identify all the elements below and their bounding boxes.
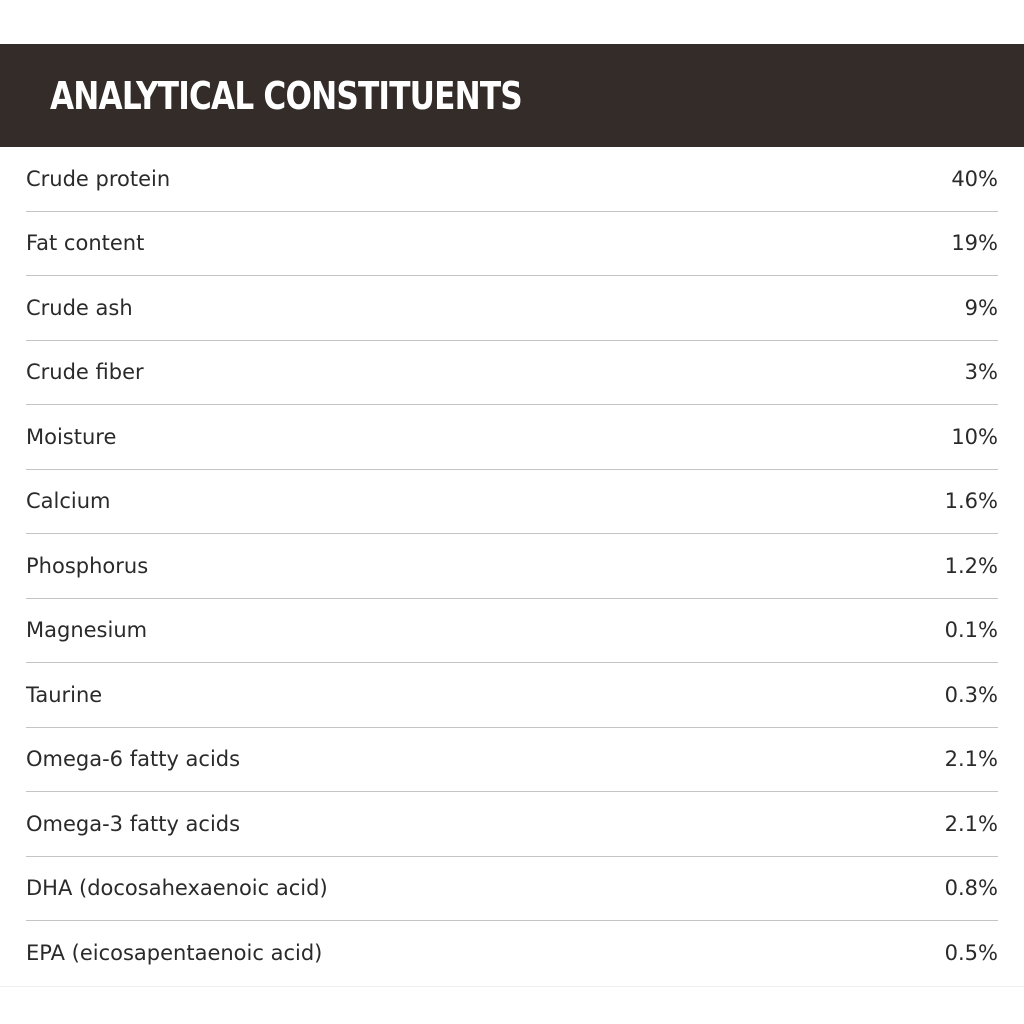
table-row: Fat content 19% [26, 212, 998, 276]
constituent-value: 10% [951, 424, 998, 449]
constituent-value: 0.8% [944, 876, 998, 901]
table-row: Phosphorus 1.2% [26, 534, 998, 599]
constituent-value: 2.1% [944, 747, 998, 772]
constituent-value: 40% [951, 166, 998, 191]
table-row: Taurine 0.3% [26, 663, 998, 728]
section-header: ANALYTICAL CONSTITUENTS [0, 44, 1024, 147]
constituent-value: 2.1% [944, 811, 998, 836]
table-row: Magnesium 0.1% [26, 599, 998, 663]
constituent-value: 1.6% [944, 489, 998, 514]
constituent-label: Phosphorus [26, 553, 149, 578]
table-row: Omega-3 fatty acids 2.1% [26, 792, 998, 857]
constituent-label: Omega-3 fatty acids [26, 811, 241, 836]
constituent-label: EPA (eicosapentaenoic acid) [26, 941, 323, 966]
constituent-value: 9% [964, 295, 998, 320]
table-row: EPA (eicosapentaenoic acid) 0.5% [26, 921, 998, 986]
constituent-label: Fat content [26, 231, 145, 256]
constituent-label: Crude protein [26, 166, 171, 191]
constituent-value: 0.5% [944, 941, 998, 966]
constituent-value: 19% [951, 231, 998, 256]
analytical-constituents-panel: ANALYTICAL CONSTITUENTS Crude protein 40… [0, 44, 1024, 987]
constituent-label: Crude fiber [26, 360, 144, 385]
table-row: Moisture 10% [26, 405, 998, 470]
table-row: DHA (docosahexaenoic acid) 0.8% [26, 857, 998, 921]
constituent-label: Magnesium [26, 618, 148, 643]
table-row: Crude ash 9% [26, 276, 998, 341]
section-title: ANALYTICAL CONSTITUENTS [50, 73, 523, 118]
constituent-value: 3% [964, 360, 998, 385]
table-row: Crude fiber 3% [26, 341, 998, 405]
table-row: Crude protein 40% [26, 147, 998, 212]
table-row: Calcium 1.6% [26, 470, 998, 534]
constituent-label: Moisture [26, 424, 117, 449]
constituent-label: Crude ash [26, 295, 133, 320]
table-row: Omega-6 fatty acids 2.1% [26, 728, 998, 792]
bottom-divider [0, 985, 1024, 987]
constituent-label: Calcium [26, 489, 111, 514]
constituent-value: 0.3% [944, 682, 998, 707]
constituent-label: Taurine [26, 682, 103, 707]
constituent-value: 0.1% [944, 618, 998, 643]
constituents-table: Crude protein 40% Fat content 19% Crude … [26, 147, 998, 986]
constituent-label: DHA (docosahexaenoic acid) [26, 876, 328, 901]
constituent-label: Omega-6 fatty acids [26, 747, 241, 772]
constituent-value: 1.2% [944, 553, 998, 578]
